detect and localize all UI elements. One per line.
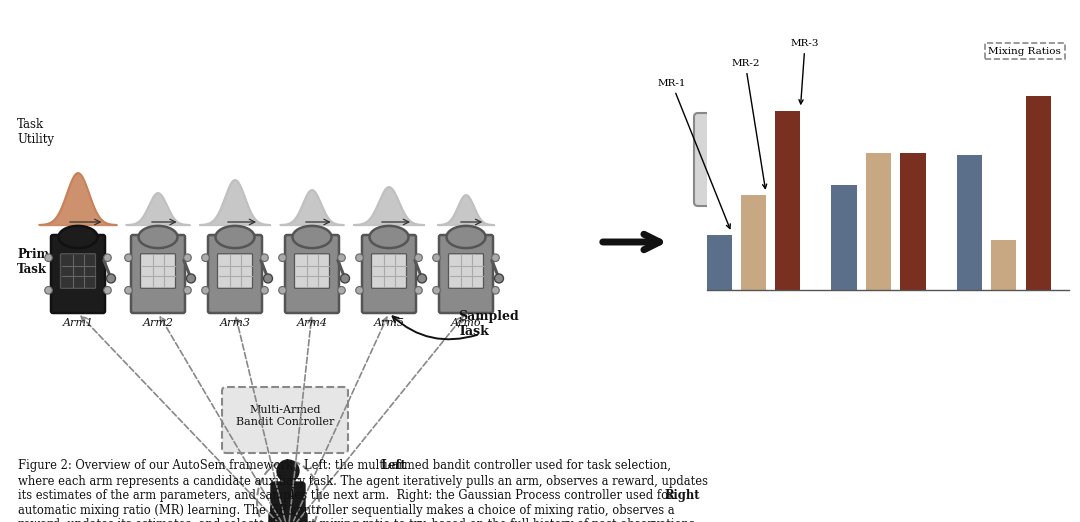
Text: Figure 2: Overview of our AutoSem framework.  Left: the multi-armed bandit contr: Figure 2: Overview of our AutoSem framew…	[18, 459, 672, 472]
Circle shape	[184, 254, 191, 262]
Text: Primary
Task: Primary Task	[17, 248, 70, 276]
Text: Arm6: Arm6	[450, 318, 482, 328]
Bar	[1026, 96, 1051, 290]
Text: Sampled
Task: Sampled Task	[458, 310, 518, 338]
FancyBboxPatch shape	[285, 235, 339, 313]
Circle shape	[415, 254, 422, 262]
FancyBboxPatch shape	[448, 254, 484, 288]
FancyBboxPatch shape	[208, 235, 262, 313]
FancyBboxPatch shape	[222, 387, 348, 453]
Bar	[706, 235, 731, 290]
Circle shape	[260, 254, 268, 262]
Circle shape	[338, 287, 346, 294]
Circle shape	[418, 274, 427, 283]
FancyBboxPatch shape	[271, 482, 305, 514]
Circle shape	[279, 254, 286, 262]
Circle shape	[184, 287, 191, 294]
Text: Sample: Sample	[778, 239, 820, 249]
FancyBboxPatch shape	[51, 235, 105, 313]
Circle shape	[124, 254, 133, 262]
Circle shape	[260, 287, 268, 294]
FancyBboxPatch shape	[269, 512, 307, 522]
Circle shape	[433, 254, 441, 262]
Text: automatic mixing ratio (MR) learning. The GP controller sequentially makes a cho: automatic mixing ratio (MR) learning. Th…	[18, 504, 675, 517]
Bar	[741, 195, 766, 290]
FancyBboxPatch shape	[131, 235, 185, 313]
Circle shape	[107, 274, 116, 283]
Bar	[775, 111, 800, 290]
FancyBboxPatch shape	[372, 254, 406, 288]
Circle shape	[355, 287, 363, 294]
Ellipse shape	[369, 226, 408, 248]
Text: Multi-Armed
Bandit Controller: Multi-Armed Bandit Controller	[235, 405, 334, 427]
Circle shape	[124, 287, 133, 294]
Text: Arm2: Arm2	[143, 318, 174, 328]
Ellipse shape	[216, 226, 255, 248]
Circle shape	[104, 287, 111, 294]
Circle shape	[1035, 164, 1055, 184]
Text: Mixing Ratios: Mixing Ratios	[988, 46, 1062, 55]
Circle shape	[491, 254, 499, 262]
Circle shape	[202, 254, 210, 262]
Ellipse shape	[293, 226, 332, 248]
Circle shape	[264, 274, 272, 283]
Text: Arm4: Arm4	[297, 318, 327, 328]
Text: where each arm represents a candidate auxiliary task. The agent iteratively pull: where each arm represents a candidate au…	[18, 475, 708, 488]
FancyBboxPatch shape	[60, 254, 95, 288]
Circle shape	[202, 287, 210, 294]
FancyBboxPatch shape	[295, 254, 329, 288]
Text: Next
Sample: Next Sample	[874, 233, 913, 252]
Text: Arm5: Arm5	[374, 318, 405, 328]
Circle shape	[415, 287, 422, 294]
Bar	[957, 156, 982, 290]
FancyBboxPatch shape	[362, 235, 416, 313]
Text: reward, updates its estimates, and selects the next mixing ratio to try, based o: reward, updates its estimates, and selec…	[18, 518, 699, 522]
FancyBboxPatch shape	[217, 254, 253, 288]
FancyBboxPatch shape	[438, 235, 492, 313]
Text: Left: Left	[380, 459, 406, 472]
Bar	[901, 153, 926, 290]
FancyBboxPatch shape	[694, 113, 1049, 206]
Text: Feedback: Feedback	[843, 239, 897, 249]
Text: Arm3: Arm3	[219, 318, 251, 328]
Text: Gaussian Process: Gaussian Process	[804, 109, 940, 123]
Text: Next
Sample: Next Sample	[773, 233, 812, 252]
Circle shape	[279, 287, 286, 294]
Ellipse shape	[446, 226, 486, 248]
Circle shape	[338, 254, 346, 262]
Text: Right: Right	[664, 490, 700, 502]
Circle shape	[44, 287, 52, 294]
Text: its estimates of the arm parameters, and samples the next arm.  Right: the Gauss: its estimates of the arm parameters, and…	[18, 490, 674, 502]
Circle shape	[104, 254, 111, 262]
Ellipse shape	[138, 226, 177, 248]
FancyBboxPatch shape	[140, 254, 175, 288]
Circle shape	[355, 254, 363, 262]
Circle shape	[276, 460, 299, 482]
Text: Task
Utility: Task Utility	[17, 118, 54, 146]
Bar	[866, 153, 891, 290]
Bar	[991, 240, 1016, 290]
Text: MR-3: MR-3	[791, 39, 820, 104]
Ellipse shape	[58, 226, 97, 248]
Bar	[832, 185, 856, 290]
Circle shape	[340, 274, 350, 283]
Text: MR-1: MR-1	[658, 79, 730, 229]
Text: Arm1: Arm1	[63, 318, 94, 328]
Text: MR-2: MR-2	[731, 59, 767, 188]
Circle shape	[44, 254, 52, 262]
Circle shape	[433, 287, 441, 294]
Circle shape	[187, 274, 195, 283]
Circle shape	[491, 287, 499, 294]
Circle shape	[495, 274, 503, 283]
